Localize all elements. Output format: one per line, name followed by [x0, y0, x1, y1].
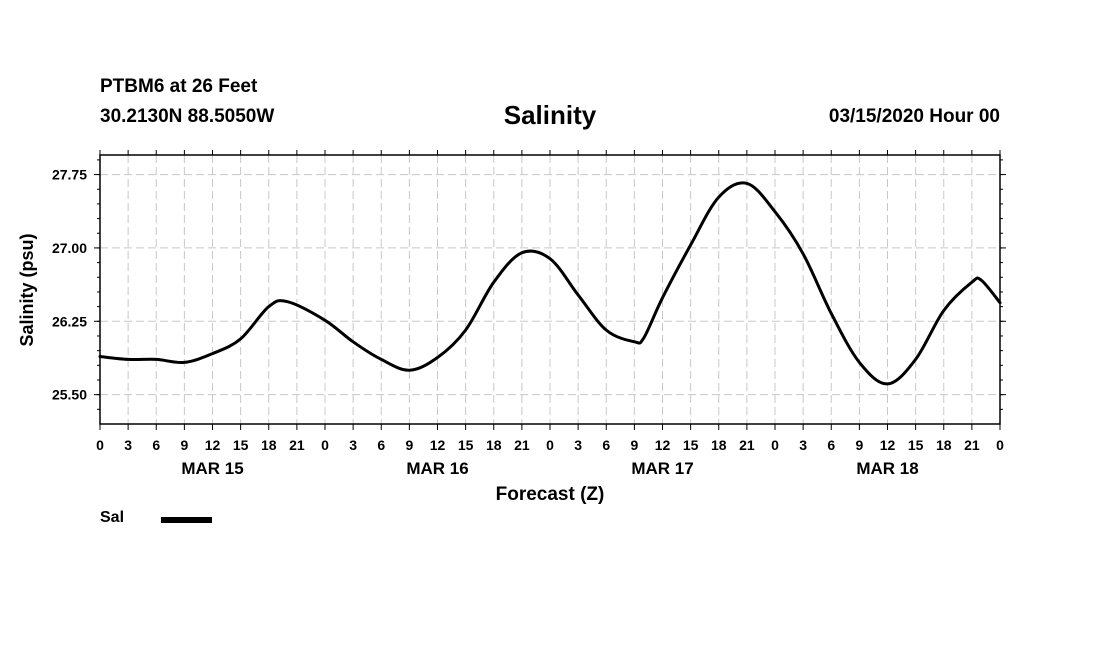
y-tick-label: 26.25 [52, 313, 87, 329]
forecast-date-label: 03/15/2020 Hour 00 [828, 106, 1000, 127]
x-tick-label: 18 [486, 437, 502, 453]
coordinates-label: 30.2130N 88.5050W [100, 106, 275, 127]
x-tick-label: 3 [799, 437, 807, 453]
y-tick-label: 27.75 [52, 167, 87, 183]
x-tick-label: 6 [827, 437, 835, 453]
day-label: MAR 16 [406, 459, 468, 478]
day-label: MAR 18 [856, 459, 918, 478]
x-tick-label: 3 [349, 437, 357, 453]
x-tick-label: 3 [574, 437, 582, 453]
x-tick-label: 12 [880, 437, 896, 453]
x-axis-label: Forecast (Z) [496, 484, 605, 505]
axis-ticks: 0 3 6 9 12 15 18 21 0 3 6 9 12 15 18 21 0 3 6 9 12 15 18 21 0 3 6 9… [52, 150, 1006, 478]
x-tick-label: 9 [630, 437, 638, 453]
x-tick-label: 0 [321, 437, 329, 453]
station-label: PTBM6 at 26 Feet [100, 76, 258, 97]
day-label: MAR 17 [631, 459, 693, 478]
x-tick-label: 12 [430, 437, 446, 453]
chart-title: Salinity [503, 100, 597, 130]
x-tick-label: 15 [458, 437, 474, 453]
x-tick-label: 12 [655, 437, 671, 453]
x-tick-label: 6 [377, 437, 385, 453]
x-tick-label: 6 [152, 437, 160, 453]
legend-label: Sal [100, 509, 125, 526]
x-tick-label: 0 [771, 437, 779, 453]
x-tick-label: 15 [908, 437, 924, 453]
legend-swatch [161, 517, 212, 523]
x-tick-label: 21 [964, 437, 980, 453]
x-tick-label: 0 [96, 437, 104, 453]
day-label: MAR 15 [181, 459, 243, 478]
y-tick-label: 27.00 [52, 240, 87, 256]
x-tick-label: 9 [405, 437, 413, 453]
y-axis-label: Salinity (psu) [17, 233, 37, 346]
x-tick-label: 3 [124, 437, 132, 453]
x-tick-label: 21 [289, 437, 305, 453]
grid [100, 155, 1000, 424]
plot-frame [99, 154, 1001, 425]
x-tick-label: 21 [514, 437, 530, 453]
y-tick-label: 25.50 [52, 387, 87, 403]
x-tick-label: 15 [233, 437, 249, 453]
x-tick-label: 0 [996, 437, 1004, 453]
x-tick-label: 12 [205, 437, 221, 453]
x-tick-label: 15 [683, 437, 699, 453]
series-layer [98, 181, 1002, 386]
x-tick-label: 18 [711, 437, 727, 453]
x-tick-label: 21 [739, 437, 755, 453]
x-tick-label: 9 [855, 437, 863, 453]
x-tick-label: 9 [180, 437, 188, 453]
x-tick-label: 0 [546, 437, 554, 453]
x-tick-label: 18 [261, 437, 277, 453]
series-line-sal [98, 181, 1002, 386]
x-tick-label: 6 [602, 437, 610, 453]
x-tick-label: 18 [936, 437, 952, 453]
